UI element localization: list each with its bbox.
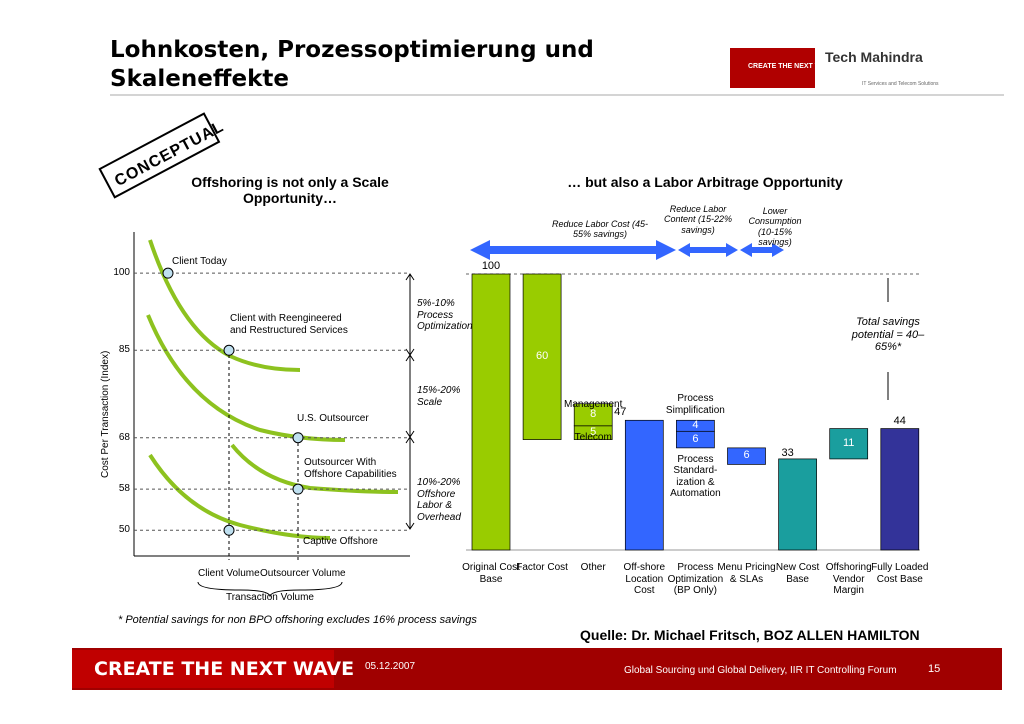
x-label: Transaction Volume [225, 592, 314, 603]
value-label: 100 [481, 260, 501, 272]
bracket-label: 5%-10% Process Optimization [417, 298, 473, 332]
value-label: 60 [535, 349, 549, 362]
point [292, 483, 304, 495]
bar [624, 419, 664, 551]
value-label: 47 [614, 406, 627, 419]
x-tick-label: Other [580, 562, 606, 573]
y-tick-label: 50 [118, 524, 130, 536]
footer-logo-box [72, 650, 334, 688]
value-label: 5 [590, 425, 597, 438]
left-title: Offshoring is not only a Scale Opportuni… [191, 174, 389, 207]
bar [522, 273, 562, 440]
x-tick-label: Client Volume [198, 568, 260, 579]
x-tick-label: Fully Loaded Cost Base [871, 562, 929, 585]
footer-date: 05.12.2007 [365, 661, 416, 672]
value-label: 6 [692, 432, 699, 445]
bar [471, 273, 511, 551]
segment-label: Management [564, 398, 623, 410]
arrow-label: Lower Consumption (10-15% savings) [748, 206, 802, 248]
segment-label: Process Standard-ization & Automation [670, 453, 721, 500]
y-tick-label: 58 [118, 483, 130, 495]
curve-label: Captive Offshore [303, 536, 378, 547]
brace [197, 581, 343, 598]
arrow-label: Reduce Labor Cost (45-55% savings) [551, 219, 649, 240]
point [292, 432, 304, 444]
y-tick-label: 85 [118, 344, 130, 356]
x-tick-label: Menu Pricing & SLAs [717, 562, 776, 585]
bar [573, 403, 613, 427]
arrows [470, 240, 784, 260]
x-tick-label: Original Cost Base [462, 562, 520, 585]
segment-label: Telecom [574, 431, 612, 443]
x-tick-label: Offshoring Vendor Margin [825, 562, 872, 596]
bar [676, 430, 715, 449]
source: Quelle: Dr. Michael Fritsch, BOZ ALLEN H… [580, 627, 920, 643]
footnote: * Potential savings for non BPO offshori… [118, 614, 477, 626]
annotation: Total savings potential = 40–65%* [851, 316, 925, 354]
title: Lohnkosten, Prozessoptimierung und Skale… [110, 37, 594, 92]
curve-label: Client Today [172, 256, 227, 267]
logo: Tech Mahindra [825, 49, 923, 65]
footer-text: Global Sourcing und Global Delivery, IIR… [624, 665, 897, 676]
x-tick-label: Off-shore Location Cost [623, 562, 666, 596]
x-tick-label: Outsourcer Volume [260, 568, 346, 579]
value-label: 6 [743, 449, 750, 462]
y-label: Cost Per Transaction (Index) [100, 350, 111, 478]
logo: CREATE THE NEXT WAVE [748, 63, 835, 70]
x-tick-label: Process Optimization (BP Only) [667, 562, 724, 596]
bar [880, 428, 920, 551]
point [223, 524, 235, 536]
point [223, 344, 235, 356]
footer-logo: CREATE THE NEXT WAVE [94, 658, 355, 680]
bar [829, 428, 869, 460]
value-label: 8 [590, 407, 597, 420]
x-tick-label: New Cost Base [775, 562, 820, 585]
stamp-box [98, 112, 221, 199]
right-title: … but also a Labor Arbitrage Opportunity [567, 174, 843, 190]
value-label: 4 [692, 418, 699, 431]
bracket-label: 10%-20% Offshore Labor & Overhead [417, 477, 461, 523]
logo-box [730, 48, 815, 88]
segment-label: Process Simplification [665, 393, 725, 416]
y-tick-label: 68 [118, 431, 130, 443]
bar [778, 458, 817, 551]
y-tick-label: 100 [113, 267, 130, 279]
bar [727, 447, 766, 465]
arrow-label: Reduce Labor Content (15-22% savings) [663, 204, 733, 235]
value-label: 33 [781, 446, 794, 459]
value-label: 44 [893, 414, 906, 427]
value-label: 11 [842, 436, 855, 449]
bracket-label: 15%-20% Scale [417, 385, 461, 408]
cost-curves [146, 239, 399, 540]
point [162, 267, 174, 279]
brackets [405, 273, 415, 530]
curve-label: Client with Reengineered and Restructure… [230, 313, 348, 336]
curve-label: U.S. Outsourcer [297, 413, 369, 424]
curve-label: Outsourcer With Offshore Capabilities [304, 457, 397, 480]
logo-sub: IT Services and Telecom Solutions [862, 81, 939, 87]
x-tick-label: Factor Cost [516, 562, 568, 573]
page-number: 15 [928, 663, 941, 675]
